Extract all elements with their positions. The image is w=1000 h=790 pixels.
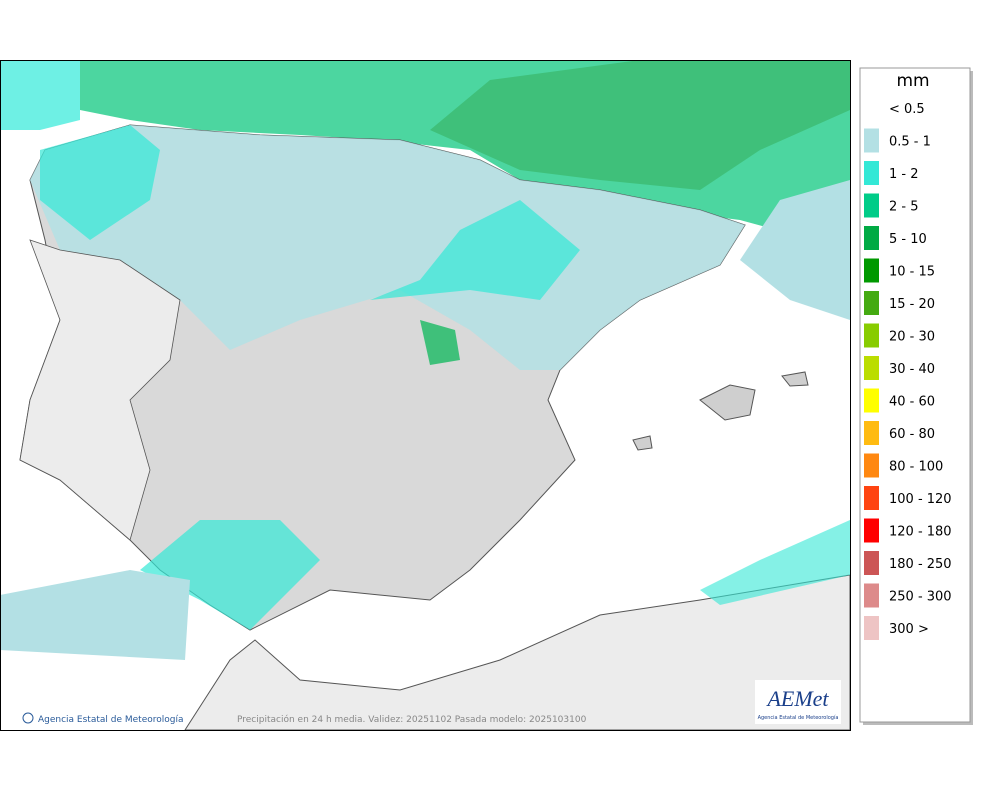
menorca — [781, 371, 809, 387]
legend: mm < 0.5 0.5 - 1 1 - 2 2 - 5 5 - 10 10 - 15 15… — [859, 67, 973, 725]
legend-swatch — [864, 421, 879, 445]
legend-label: 0.5 - 1 — [889, 135, 931, 150]
legend-swatch — [864, 486, 879, 510]
legend-label: 5 - 10 — [889, 232, 927, 247]
legend-label: 100 - 120 — [889, 492, 952, 507]
legend-label: 300 > — [889, 622, 929, 637]
legend-title: mm — [896, 71, 929, 91]
sea-precip — [700, 520, 850, 605]
precip-1-2 — [370, 200, 580, 300]
legend-swatch — [864, 193, 879, 218]
legend-swatch — [864, 388, 879, 413]
sea-precip — [740, 180, 850, 320]
mallorca — [699, 384, 756, 421]
precip-1-2 — [140, 520, 320, 630]
legend-swatch — [864, 128, 879, 153]
legend-label: 40 - 60 — [889, 395, 935, 410]
map-frame — [0, 60, 851, 731]
legend-label: 2 - 5 — [889, 200, 919, 215]
map: Agencia Estatal de Meteorología Precipit… — [0, 60, 851, 731]
legend-swatch — [864, 551, 879, 575]
legend-label: 10 - 15 — [889, 265, 935, 280]
portugal — [19, 239, 181, 541]
legend-label: 30 - 40 — [889, 362, 935, 377]
legend-swatch — [864, 323, 879, 348]
precip-5-10 — [430, 60, 850, 190]
sea-precip — [0, 570, 190, 660]
legend-swatch — [864, 453, 879, 478]
logo: AEMet — [765, 686, 829, 711]
legend-label: 20 - 30 — [889, 330, 935, 345]
legend-swatch — [864, 226, 879, 250]
legend-label: 120 - 180 — [889, 525, 952, 540]
precip-1-2 — [40, 125, 160, 240]
legend-label: 250 - 300 — [889, 590, 952, 605]
sea-precip — [0, 60, 80, 130]
precip-2-5 — [420, 320, 460, 365]
legend-swatch — [864, 583, 879, 608]
legend-label: 15 - 20 — [889, 297, 935, 312]
legend-label: 80 - 100 — [889, 460, 943, 475]
legend-swatch — [864, 616, 879, 640]
precip-0-5 — [30, 125, 745, 370]
logo-subtitle: Agencia Estatal de Meteorología — [758, 714, 839, 721]
logo-box — [755, 680, 841, 724]
legend-swatch — [864, 258, 879, 283]
copyright-icon — [22, 712, 34, 724]
legend-swatch — [864, 161, 879, 185]
legend-label: 60 - 80 — [889, 427, 935, 442]
ibiza — [632, 435, 653, 451]
legend-swatch — [864, 291, 879, 315]
legend-swatch — [864, 356, 879, 380]
legend-swatch — [864, 518, 879, 543]
legend-label: 1 - 2 — [889, 167, 919, 182]
agency-text: Agencia Estatal de Meteorología — [38, 715, 184, 725]
legend-label: < 0.5 — [889, 102, 925, 117]
caption: Precipitación en 24 h media. Validez: 20… — [237, 714, 587, 725]
legend-label: 180 - 250 — [889, 557, 952, 572]
